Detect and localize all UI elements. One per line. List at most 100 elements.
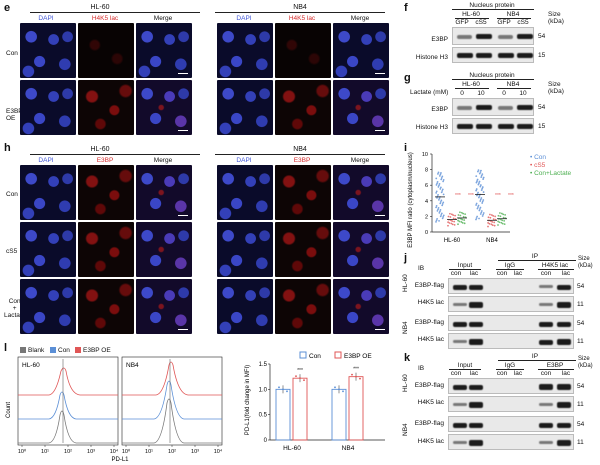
e-img-nb4-con-dapi	[217, 23, 273, 78]
g-lane-3: 0	[502, 90, 506, 97]
i-point	[449, 212, 451, 215]
k-lane-4: lac	[513, 370, 523, 377]
panel-g-label: g	[404, 72, 411, 84]
i-point	[435, 219, 438, 222]
i-point	[482, 212, 485, 214]
i-legend-con: • Con	[530, 154, 547, 161]
lb-bar-0-1	[292, 377, 308, 441]
e-row-con: Con	[6, 50, 18, 57]
i-point	[497, 214, 500, 217]
l-legend-blank: Blank	[28, 347, 45, 354]
i-point	[482, 178, 485, 180]
i-point	[438, 219, 440, 222]
lb-ytick-2: 1.0	[259, 387, 268, 393]
j-col-input: Input	[457, 262, 473, 269]
i-point	[442, 215, 445, 218]
i-point	[440, 199, 443, 202]
i-point	[475, 217, 478, 219]
i-point	[458, 220, 461, 223]
i-point	[442, 214, 445, 217]
i-point	[479, 184, 482, 186]
e-img-nb4-oe-merge	[333, 80, 389, 135]
e-dapi-1: DAPI	[38, 15, 54, 22]
i-point	[441, 190, 444, 192]
i-point	[476, 215, 479, 218]
i-point	[463, 222, 466, 225]
i-point	[479, 213, 482, 215]
g-blot-e3bp	[452, 98, 534, 116]
k-size-11-1: 11	[577, 401, 584, 408]
i-point	[475, 204, 477, 206]
i-point	[452, 214, 455, 217]
i-point	[435, 204, 438, 207]
i-point	[497, 224, 499, 226]
i-point	[447, 215, 450, 218]
i-point	[462, 212, 465, 215]
l-xtick-1-3: 10³	[191, 449, 199, 455]
i-point	[499, 215, 502, 218]
j-lane-4: lac	[513, 270, 523, 277]
i-legend-cs5: • cS5	[530, 162, 546, 169]
i-point	[481, 186, 484, 188]
e-merge-1: Merge	[153, 15, 173, 22]
g-group-nb4: NB4	[506, 81, 520, 88]
i-point	[436, 182, 438, 185]
i-point	[441, 175, 444, 178]
i-point	[477, 169, 480, 171]
i-point	[482, 176, 485, 179]
i-point	[439, 173, 442, 176]
i-point	[437, 194, 439, 196]
i-point	[476, 207, 479, 210]
i-point	[480, 169, 482, 172]
panel-f-label: f	[404, 2, 408, 14]
k-col-input: Input	[457, 362, 473, 369]
f-size-label: Size (kDa)	[548, 11, 564, 25]
g-group-hl60: HL-60	[462, 81, 480, 88]
i-point	[451, 220, 454, 223]
i-point	[478, 172, 481, 175]
lb-xcat-0: HL-60	[283, 445, 301, 452]
i-stars-2: ***	[468, 193, 474, 199]
j-lane-1: con	[450, 270, 462, 277]
i-point	[499, 212, 501, 214]
k-ip: IP	[531, 353, 539, 360]
i-ytick-5: 10	[422, 152, 428, 158]
i-point	[449, 216, 452, 218]
e-merge-2: Merge	[350, 15, 370, 22]
panel-l-label: l	[4, 342, 8, 354]
k-ib: IB	[418, 365, 425, 372]
i-point	[462, 215, 465, 218]
h-e3bp-1: E3BP	[96, 157, 114, 164]
k-size-label: Size (kDa)	[578, 356, 593, 369]
k-lane-6: lac	[561, 370, 571, 377]
i-point	[448, 222, 451, 224]
i-point	[440, 212, 443, 215]
i-point	[481, 215, 484, 217]
l-bar-ylabel: PD-L1(fold change in MFI)	[245, 365, 251, 435]
lb-dot	[282, 388, 284, 391]
i-point	[436, 196, 438, 199]
i-point	[438, 197, 441, 200]
e-dapi-2: DAPI	[236, 15, 252, 22]
j-size-11-2: 11	[577, 338, 584, 345]
i-point	[463, 219, 466, 221]
i-point	[437, 186, 440, 188]
i-point	[479, 200, 482, 202]
k-lane-5: con	[540, 370, 552, 377]
i-point	[480, 176, 483, 178]
j-lane-3: con	[496, 270, 508, 277]
i-point	[498, 221, 501, 224]
i-point	[451, 223, 454, 226]
g-prot-e3bp: E3BP	[431, 106, 448, 113]
i-point	[493, 224, 496, 227]
i-point	[475, 181, 478, 184]
i-point	[482, 213, 485, 216]
e-img-hl60-oe-h4k5	[78, 80, 134, 135]
g-header: Nucleus protein	[469, 72, 515, 79]
k-col-e3bp: E3BP	[546, 362, 564, 369]
f-prot-e3bp: E3BP	[431, 36, 448, 43]
i-point	[481, 200, 484, 203]
i-point	[504, 213, 507, 216]
i-point	[459, 214, 462, 217]
f-lane-1: GFP	[455, 19, 469, 26]
